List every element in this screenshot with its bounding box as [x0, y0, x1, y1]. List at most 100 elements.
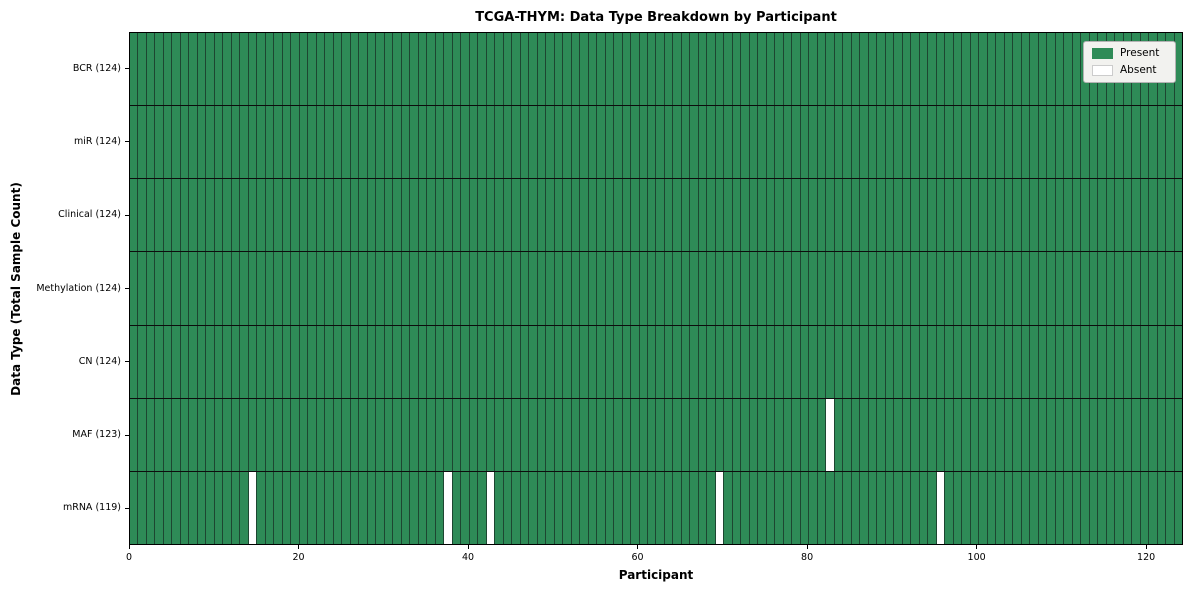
- present-cell: [766, 471, 775, 544]
- present-cell: [554, 471, 563, 544]
- present-cell: [461, 325, 469, 398]
- present-cell: [410, 106, 418, 179]
- present-cell: [605, 252, 614, 325]
- present-cell: [367, 398, 376, 471]
- present-cell: [1157, 325, 1166, 398]
- present-cell: [800, 471, 809, 544]
- present-cell: [877, 252, 885, 325]
- present-cell: [953, 325, 962, 398]
- present-cell: [529, 398, 537, 471]
- present-cell: [911, 179, 919, 252]
- present-cell: [308, 106, 316, 179]
- present-cell: [282, 106, 291, 179]
- present-cell: [1081, 106, 1089, 179]
- present-cell: [172, 33, 180, 106]
- present-cell: [707, 325, 715, 398]
- absent-cell: [715, 471, 724, 544]
- present-cell: [546, 325, 554, 398]
- present-cell: [817, 106, 826, 179]
- present-cell: [894, 471, 902, 544]
- present-cell: [316, 252, 325, 325]
- present-cell: [987, 252, 996, 325]
- present-cell: [987, 33, 996, 106]
- present-cell: [588, 33, 597, 106]
- present-cell: [1098, 398, 1106, 471]
- present-cell: [724, 33, 732, 106]
- present-cell: [962, 33, 970, 106]
- present-cell: [894, 106, 902, 179]
- present-cell: [180, 179, 189, 252]
- present-cell: [529, 33, 537, 106]
- x-tick-mark: [637, 545, 639, 549]
- present-cell: [834, 325, 843, 398]
- present-cell: [758, 252, 766, 325]
- present-cell: [681, 33, 690, 106]
- present-cell: [248, 325, 257, 398]
- present-cell: [248, 33, 257, 106]
- present-cell: [970, 471, 979, 544]
- present-cell: [299, 33, 308, 106]
- present-cell: [410, 252, 418, 325]
- present-cell: [1174, 471, 1182, 544]
- present-cell: [580, 252, 588, 325]
- present-cell: [919, 325, 928, 398]
- present-cell: [945, 106, 953, 179]
- present-cell: [1081, 179, 1089, 252]
- present-cell: [970, 33, 979, 106]
- present-cell: [1098, 325, 1106, 398]
- present-cell: [325, 33, 333, 106]
- present-cell: [656, 179, 664, 252]
- present-cell: [172, 325, 180, 398]
- present-cell: [257, 33, 265, 106]
- present-cell: [868, 252, 877, 325]
- present-cell: [478, 471, 486, 544]
- present-cell: [503, 398, 512, 471]
- present-cell: [1013, 398, 1021, 471]
- present-cell: [138, 471, 146, 544]
- y-tick-label: BCR (124): [72, 62, 121, 74]
- present-cell: [427, 179, 435, 252]
- present-cell: [1115, 106, 1123, 179]
- present-cell: [180, 471, 189, 544]
- present-cell: [1072, 106, 1081, 179]
- present-cell: [970, 106, 979, 179]
- present-cell: [851, 471, 860, 544]
- present-cell: [427, 398, 435, 471]
- present-cell: [172, 252, 180, 325]
- present-cell: [563, 325, 571, 398]
- present-cell: [223, 398, 231, 471]
- present-cell: [206, 106, 214, 179]
- x-tick-label: 0: [125, 552, 133, 563]
- present-cell: [597, 325, 605, 398]
- present-cell: [775, 325, 783, 398]
- present-cell: [1004, 33, 1013, 106]
- present-cell: [427, 252, 435, 325]
- present-cell: [291, 179, 299, 252]
- present-cell: [520, 471, 529, 544]
- present-cell: [1081, 471, 1089, 544]
- present-cell: [206, 325, 214, 398]
- present-cell: [130, 106, 138, 179]
- present-cell: [427, 325, 435, 398]
- absent-cell: [248, 471, 257, 544]
- present-cell: [333, 325, 342, 398]
- present-cell: [919, 471, 928, 544]
- present-cell: [223, 471, 231, 544]
- present-cell: [928, 179, 936, 252]
- present-cell: [1140, 252, 1149, 325]
- present-cell: [376, 471, 384, 544]
- present-cell: [851, 252, 860, 325]
- present-cell: [1123, 252, 1132, 325]
- present-cell: [512, 398, 520, 471]
- present-cell: [648, 471, 656, 544]
- present-cell: [1157, 398, 1166, 471]
- present-cell: [342, 471, 350, 544]
- present-cell: [1115, 398, 1123, 471]
- present-cell: [996, 398, 1004, 471]
- present-cell: [707, 179, 715, 252]
- present-cell: [180, 33, 189, 106]
- present-cell: [758, 33, 766, 106]
- present-cell: [707, 252, 715, 325]
- present-cell: [749, 252, 758, 325]
- present-cell: [681, 179, 690, 252]
